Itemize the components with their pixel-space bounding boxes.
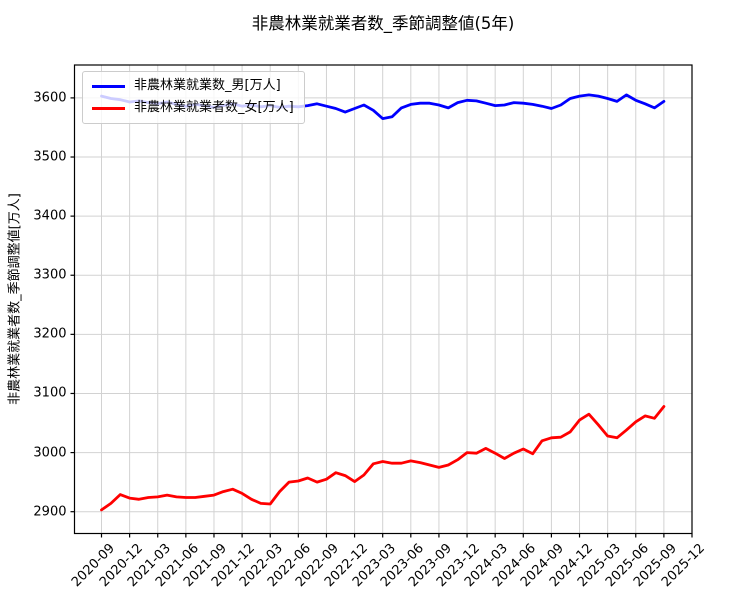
y-tick-label: 3400 — [33, 208, 67, 224]
legend-line-sample-male — [92, 84, 125, 88]
legend-item-male: 非農林業就業数_男[万人] — [92, 78, 294, 94]
y-tick-label: 3600 — [33, 90, 67, 106]
y-tick-label: 3200 — [33, 326, 67, 342]
legend: 非農林業就業数_男[万人] 非農林業就業者数_女[万人] — [82, 71, 305, 124]
legend-line-sample-female — [92, 106, 125, 110]
legend-item-female: 非農林業就業者数_女[万人] — [92, 99, 294, 116]
chart-title: 非農林業就業者数_季節調整値(5年) — [251, 14, 515, 33]
legend-label-male: 非農林業就業数_男[万人] — [134, 78, 281, 93]
y-tick-label: 3100 — [33, 385, 67, 401]
y-tick-label: 3300 — [33, 267, 67, 283]
legend-label-female: 非農林業就業者数_女[万人] — [134, 99, 294, 115]
y-tick-label: 3000 — [33, 445, 67, 461]
series-line-female — [100, 405, 666, 512]
y-tick-label: 2900 — [33, 504, 67, 520]
plot-border — [73, 64, 693, 535]
y-tick-label: 3500 — [33, 149, 67, 165]
